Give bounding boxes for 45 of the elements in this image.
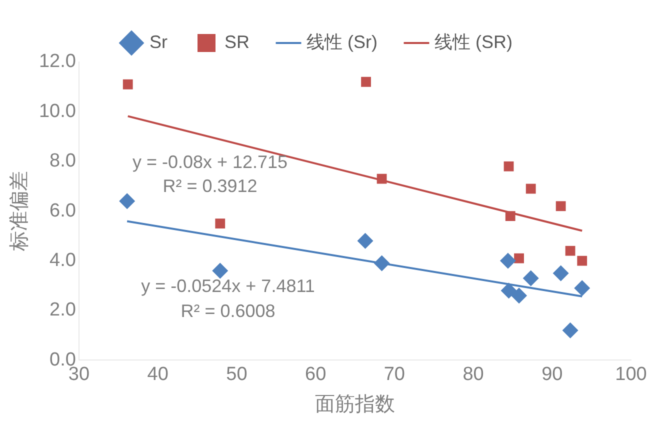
point: [500, 282, 517, 299]
x-tick-label: 100: [615, 364, 647, 385]
x-tick-label: 80: [462, 364, 484, 385]
point: [562, 322, 578, 338]
y-tick-label: 6.0: [50, 200, 76, 222]
point: [119, 193, 136, 210]
point: [565, 246, 576, 256]
legend-label: 线性 (Sr): [306, 32, 378, 52]
legend-label: SR: [224, 32, 250, 52]
y-tick-label: 2.0: [50, 300, 76, 321]
y-tick-label: 10.0: [38, 100, 76, 122]
legend-label: Sr: [150, 32, 168, 52]
point: [504, 161, 514, 172]
x-tick-label: 50: [226, 364, 248, 385]
point: [577, 256, 588, 266]
x-tick-label: 70: [384, 364, 405, 385]
x-tick-label: 90: [542, 364, 563, 385]
annotation: y = -0.0524x + 7.4811: [141, 276, 315, 296]
point: [511, 288, 528, 304]
point: [552, 265, 569, 282]
point: [361, 76, 371, 87]
point: [522, 270, 539, 286]
legend-label: 线性 (SR): [434, 32, 512, 52]
y-tick-label: 8.0: [50, 150, 76, 172]
point: [556, 201, 566, 212]
point: [374, 255, 390, 272]
point: [357, 232, 374, 249]
point: [376, 174, 387, 184]
point: [122, 79, 133, 90]
y-tick-label: 12.0: [38, 51, 76, 72]
annotation: y = -0.08x + 12.715: [132, 152, 288, 172]
point: [215, 218, 226, 228]
x-tick-label: 40: [147, 364, 168, 385]
point: [505, 211, 516, 222]
point: [212, 262, 228, 279]
point: [514, 253, 524, 264]
annotation: R² = 0.3912: [162, 176, 258, 196]
x-axis-title: 面筋指数: [314, 394, 395, 416]
point: [574, 280, 590, 296]
x-tick-label: 60: [304, 364, 326, 385]
annotation: R² = 0.6008: [180, 300, 276, 321]
y-axis-title: 标准偏差: [8, 171, 31, 252]
point: [500, 252, 516, 269]
y-tick-label: 4.0: [50, 250, 76, 272]
point: [526, 184, 536, 194]
